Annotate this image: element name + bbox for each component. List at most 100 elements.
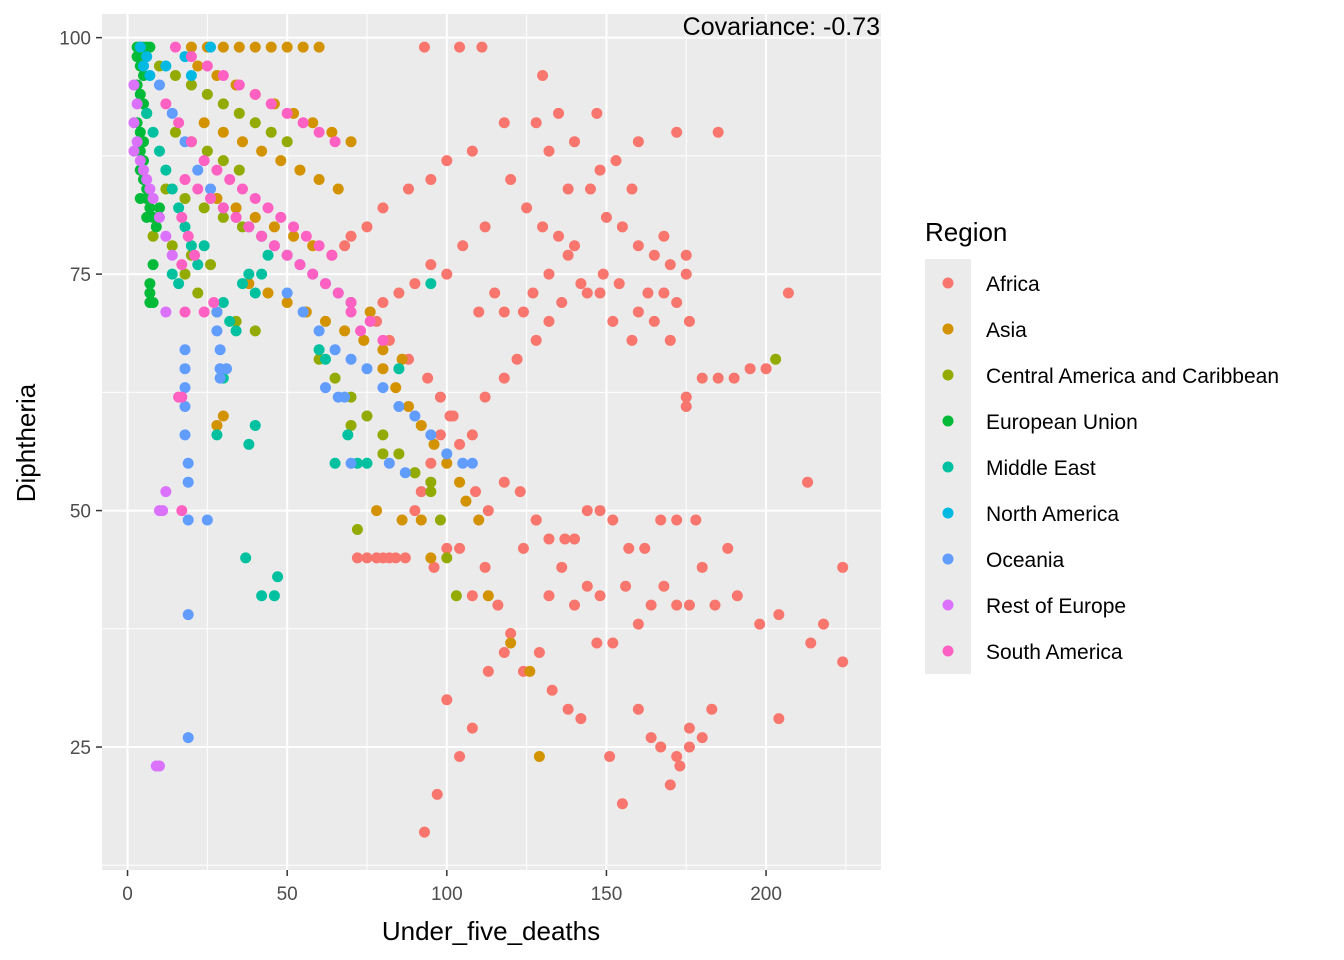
data-point (217, 296, 229, 308)
data-point (396, 353, 408, 365)
data-point (441, 542, 453, 554)
legend-key (942, 415, 954, 427)
data-point (224, 315, 236, 327)
data-point (243, 221, 255, 233)
data-point (144, 278, 156, 290)
data-point (671, 750, 683, 762)
data-point (351, 523, 363, 535)
data-point (268, 240, 280, 252)
data-point (377, 382, 389, 394)
data-point (632, 136, 644, 148)
data-point (466, 722, 478, 734)
data-point (425, 174, 437, 186)
data-point (281, 136, 293, 148)
data-point (160, 98, 172, 110)
data-point (460, 495, 472, 507)
data-point (390, 382, 402, 394)
data-point (157, 505, 169, 517)
data-point (696, 372, 708, 384)
data-point (530, 117, 542, 129)
data-point (537, 69, 549, 81)
data-point (696, 732, 708, 744)
data-point (425, 486, 437, 498)
data-point (134, 41, 146, 53)
data-point (217, 126, 229, 138)
data-point (185, 69, 197, 81)
data-point (802, 476, 814, 488)
data-point (390, 552, 402, 564)
data-point (185, 136, 197, 148)
data-point (198, 117, 210, 129)
data-point (648, 315, 660, 327)
data-point (144, 41, 156, 53)
legend-label: European Union (986, 411, 1138, 434)
data-point (179, 382, 191, 394)
data-point (377, 363, 389, 375)
data-point (706, 703, 718, 715)
data-point (805, 637, 817, 649)
data-point (243, 438, 255, 450)
data-point (217, 202, 229, 214)
data-point (671, 296, 683, 308)
data-point (521, 202, 533, 214)
data-point (632, 703, 644, 715)
data-point (153, 211, 165, 223)
data-point (562, 183, 574, 195)
data-point (361, 457, 373, 469)
data-point (383, 457, 395, 469)
data-point (450, 590, 462, 602)
data-point (409, 410, 421, 422)
data-point (361, 221, 373, 233)
data-point (166, 249, 178, 261)
data-point (249, 325, 261, 337)
data-point (265, 98, 277, 110)
data-point (307, 268, 319, 280)
data-point (543, 533, 555, 545)
data-point (533, 750, 545, 762)
data-point (144, 202, 156, 214)
data-point (473, 306, 485, 318)
data-point (454, 41, 466, 53)
data-point (208, 296, 220, 308)
data-point (182, 609, 194, 621)
data-point (351, 552, 363, 564)
data-point (134, 88, 146, 100)
data-point (131, 136, 143, 148)
data-point (584, 183, 596, 195)
data-point (249, 211, 261, 223)
data-point (680, 401, 692, 413)
data-point (345, 136, 357, 148)
data-point (517, 542, 529, 554)
data-point (431, 788, 443, 800)
data-point (147, 126, 159, 138)
legend-label: Middle East (986, 457, 1096, 480)
data-point (313, 325, 325, 337)
data-point (205, 192, 217, 204)
data-point (441, 155, 453, 167)
data-point (690, 514, 702, 526)
data-point (479, 391, 491, 403)
data-point (594, 505, 606, 517)
data-point (179, 268, 191, 280)
data-point (371, 505, 383, 517)
data-point (131, 51, 143, 63)
data-point (377, 334, 389, 346)
data-point (160, 230, 172, 242)
data-point (415, 514, 427, 526)
legend-key (942, 553, 954, 565)
data-point (147, 192, 159, 204)
data-point (233, 79, 245, 91)
data-point (683, 741, 695, 753)
data-point (680, 249, 692, 261)
data-point (192, 259, 204, 271)
data-point (418, 826, 430, 838)
data-point (144, 287, 156, 299)
data-point (364, 315, 376, 327)
y-tick-label: 25 (70, 738, 91, 759)
legend-label: Asia (986, 319, 1027, 342)
data-point (473, 514, 485, 526)
data-point (339, 391, 351, 403)
data-point (524, 665, 536, 677)
data-point (230, 211, 242, 223)
data-point (645, 599, 657, 611)
